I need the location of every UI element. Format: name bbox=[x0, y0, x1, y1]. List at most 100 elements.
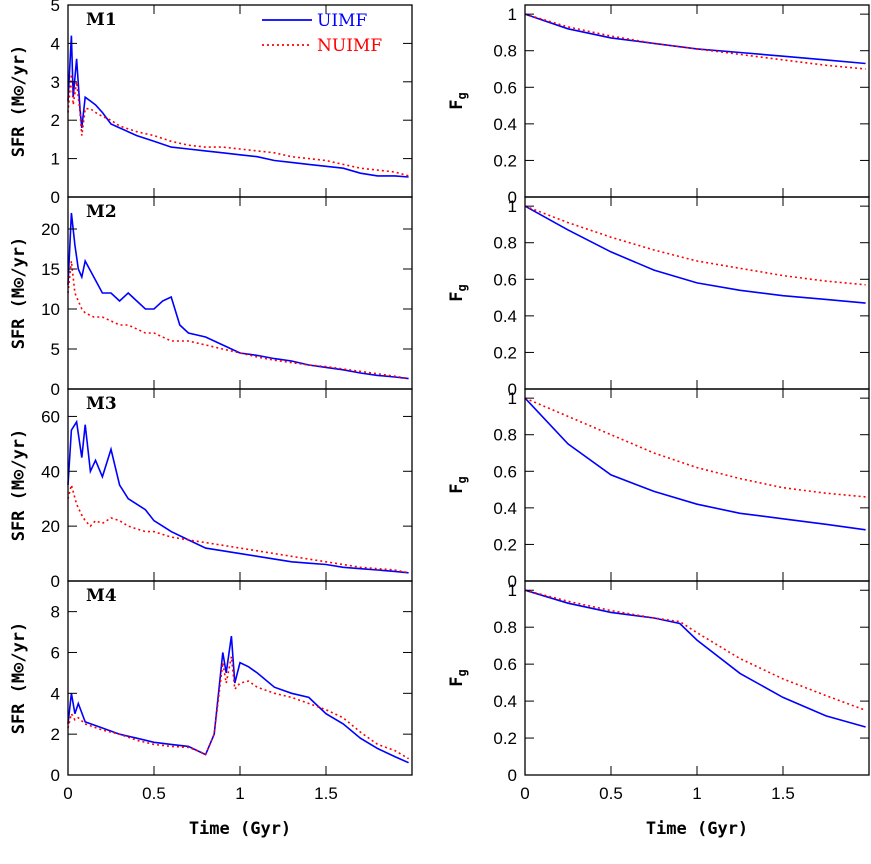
ytick-label-m4-right: 0.4 bbox=[493, 692, 517, 711]
ytick-label-m3-right: 0.6 bbox=[493, 462, 517, 481]
x-axis-label-right: Time (Gyr) bbox=[646, 819, 748, 839]
ytick-label-m3-left: 20 bbox=[41, 517, 60, 536]
ytick-label-m3-right: 0.8 bbox=[493, 426, 517, 445]
ytick-label-m1-left: 3 bbox=[51, 73, 60, 92]
series-uimf-m3-right bbox=[524, 397, 866, 531]
ytick-label-m3-left: 40 bbox=[41, 462, 60, 481]
ytick-label-m1-right: 0.8 bbox=[493, 42, 517, 61]
ytick-label-m4-right: 0.8 bbox=[493, 618, 517, 637]
panel-label-m1-left: M1 bbox=[86, 10, 117, 30]
ytick-label-m2-right: 1 bbox=[508, 197, 517, 216]
xtick-label-m4-right: 1 bbox=[692, 784, 701, 803]
ytick-label-m4-left: 4 bbox=[51, 684, 60, 703]
y-axis-label-m1-right: Fg bbox=[447, 92, 469, 109]
xtick-label-m4-left: 1 bbox=[235, 784, 244, 803]
series-nuimf-m2-right bbox=[524, 205, 866, 286]
y-axis-label-m4-left: SFR (M⊙/yr) bbox=[9, 622, 29, 735]
series-uimf-m2-right bbox=[524, 205, 866, 304]
panel-m4-left: 0 2 4 6 8 0 0.5 1 1.5 SFR (M⊙/yr) M4 bbox=[9, 580, 413, 803]
ytick-label-m1-right: 0.6 bbox=[493, 78, 517, 97]
ytick-label-m1-left: 0 bbox=[51, 188, 60, 207]
legend-nuimf-label: NUIMF bbox=[317, 36, 382, 56]
ytick-label-m1-right: 0.2 bbox=[493, 151, 517, 170]
xtick-label-m4-left: 0 bbox=[63, 784, 72, 803]
y-axis-label-m1-left: SFR (M⊙/yr) bbox=[9, 45, 29, 158]
ytick-label-m4-left: 2 bbox=[51, 725, 60, 744]
ytick-label-m2-right: 0.2 bbox=[493, 343, 517, 362]
series-nuimf-m1-left bbox=[67, 74, 409, 177]
ytick-label-m2-left: 0 bbox=[51, 380, 60, 399]
series-uimf-m4-right bbox=[524, 589, 866, 728]
axes-frame-m1-right bbox=[524, 4, 870, 198]
ytick-label-m3-right: 0.4 bbox=[493, 499, 517, 518]
series-nuimf-m3-right bbox=[524, 397, 866, 498]
ytick-label-m4-left: 6 bbox=[51, 643, 60, 662]
ytick-label-m2-right: 0 bbox=[508, 380, 517, 399]
series-uimf-m4-left bbox=[67, 635, 409, 764]
x-axis-label-left: Time (Gyr) bbox=[189, 819, 291, 839]
ytick-label-m3-right: 1 bbox=[508, 389, 517, 408]
ytick-label-m2-left: 15 bbox=[41, 260, 60, 279]
panel-label-m3-left: M3 bbox=[86, 394, 117, 414]
y-axis-label-m3-left: SFR (M⊙/yr) bbox=[9, 429, 29, 542]
series-nuimf-m1-right bbox=[524, 13, 866, 70]
series-nuimf-m2-left bbox=[67, 260, 409, 380]
y-axis-label-m2-left: SFR (M⊙/yr) bbox=[9, 237, 29, 350]
series-uimf-m3-left bbox=[67, 419, 409, 574]
legend: UIMF NUIMF bbox=[262, 11, 382, 56]
axes-frame-m4-left bbox=[67, 580, 413, 776]
xtick-label-m4-right: 1.5 bbox=[771, 784, 795, 803]
ytick-label-m1-left: 2 bbox=[51, 111, 60, 130]
ytick-label-m3-left: 0 bbox=[51, 572, 60, 591]
panel-label-m2-left: M2 bbox=[86, 202, 117, 222]
y-axis-label-m2-right: Fg bbox=[447, 284, 469, 301]
ytick-label-m1-right: 0.4 bbox=[493, 115, 517, 134]
series-uimf-m1-left bbox=[67, 35, 409, 178]
xtick-label-m4-right: 0.5 bbox=[599, 784, 623, 803]
ytick-label-m4-right: 0 bbox=[508, 766, 517, 785]
axes-frame-m2-left bbox=[67, 196, 413, 390]
ytick-label-m2-left: 10 bbox=[41, 300, 60, 319]
ytick-label-m1-left: 5 bbox=[51, 0, 60, 15]
ytick-label-m3-right: 0.2 bbox=[493, 535, 517, 554]
ytick-label-m4-right: 1 bbox=[508, 581, 517, 600]
panel-m2-left: 0 5 10 15 20 SFR (M⊙/yr) M2 bbox=[9, 196, 413, 399]
ytick-label-m2-right: 0.6 bbox=[493, 270, 517, 289]
ytick-label-m2-right: 0.8 bbox=[493, 234, 517, 253]
xtick-label-m4-left: 0.5 bbox=[142, 784, 166, 803]
ytick-label-m2-left: 5 bbox=[51, 340, 60, 359]
ytick-label-m1-right: 1 bbox=[508, 5, 517, 24]
ytick-label-m1-left: 1 bbox=[51, 150, 60, 169]
ytick-label-m3-right: 0 bbox=[508, 572, 517, 591]
panel-m4-right: 0 0.2 0.4 0.6 0.8 1 0 0.5 1 1.5 Fg bbox=[447, 580, 870, 803]
ytick-label-m4-left: 0 bbox=[51, 766, 60, 785]
ytick-label-m4-right: 0.6 bbox=[493, 655, 517, 674]
series-nuimf-m4-right bbox=[524, 589, 866, 712]
panel-m1-left: 0 1 2 3 4 5 SFR (M⊙/yr) M1 bbox=[9, 0, 413, 207]
series-uimf-m1-right bbox=[524, 13, 866, 65]
axes-frame-m3-right bbox=[524, 388, 870, 582]
series-nuimf-m3-left bbox=[67, 481, 409, 574]
y-axis-label-m3-right: Fg bbox=[447, 476, 469, 493]
xtick-label-m4-right: 0 bbox=[520, 784, 529, 803]
panel-m1-right: 0 0.2 0.4 0.6 0.8 1 Fg bbox=[447, 4, 870, 207]
axes-frame-m1-left bbox=[67, 4, 413, 198]
panel-m2-right: 0 0.2 0.4 0.6 0.8 1 Fg bbox=[447, 196, 870, 399]
series-nuimf-m4-left bbox=[67, 656, 410, 760]
panel-m3-right: 0 0.2 0.4 0.6 0.8 1 Fg bbox=[447, 388, 870, 591]
ytick-label-m3-left: 60 bbox=[41, 407, 60, 426]
legend-uimf-label: UIMF bbox=[317, 11, 367, 31]
panel-label-m4-left: M4 bbox=[86, 586, 117, 606]
ytick-label-m1-right: 0 bbox=[508, 188, 517, 207]
ytick-label-m2-right: 0.4 bbox=[493, 307, 517, 326]
series-uimf-m2-left bbox=[67, 212, 409, 380]
ytick-label-m1-left: 4 bbox=[51, 34, 60, 53]
ytick-label-m4-left: 8 bbox=[51, 603, 60, 622]
ytick-label-m4-right: 0.2 bbox=[493, 729, 517, 748]
y-axis-label-m4-right: Fg bbox=[447, 669, 469, 686]
panel-m3-left: 0 20 40 60 SFR (M⊙/yr) M3 bbox=[9, 388, 413, 591]
xtick-label-m4-left: 1.5 bbox=[314, 784, 338, 803]
